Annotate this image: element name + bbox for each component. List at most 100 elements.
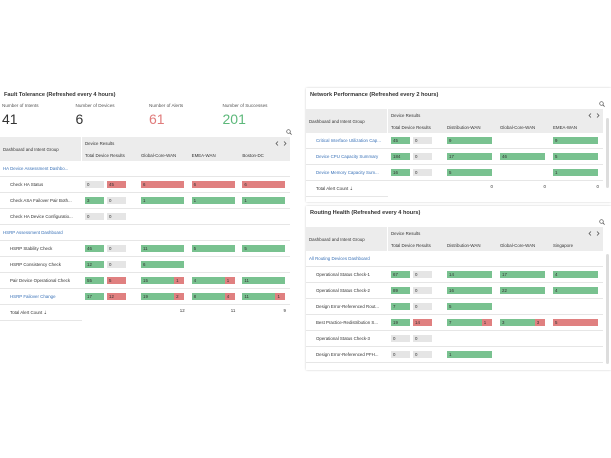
success-segment[interactable]: 8 (191, 293, 225, 300)
result-bar: 19 2 (141, 293, 184, 300)
intent-label[interactable]: Device Memory Capacity Sum... (306, 165, 388, 181)
alert-segment[interactable]: 1 (275, 293, 286, 300)
alert-count[interactable]: 0 (107, 261, 126, 268)
stat-label: Number of Alerts (149, 103, 184, 108)
success-segment[interactable]: 15 (141, 277, 175, 284)
success-segment[interactable]: 14 (447, 271, 492, 278)
alert-count[interactable]: 0 (413, 303, 432, 310)
intent-label[interactable]: HSRP Failover Change (0, 289, 82, 305)
success-segment[interactable]: 11 (141, 245, 184, 252)
alert-segment[interactable]: 1 (224, 277, 235, 284)
success-count[interactable]: 55 (85, 277, 104, 284)
stat-value: 61 (149, 111, 165, 127)
search-icon[interactable] (286, 129, 292, 135)
alert-count[interactable]: 12 (107, 293, 126, 300)
alert-count[interactable]: 0 (413, 169, 432, 176)
alert-segment[interactable]: 6 (191, 181, 235, 188)
alert-count[interactable]: 0 (413, 335, 432, 342)
success-segment[interactable]: 9 (553, 137, 598, 144)
success-segment[interactable]: 17 (500, 271, 545, 278)
result-cell: 9 (550, 133, 603, 149)
search-icon[interactable] (599, 101, 605, 107)
success-segment[interactable]: 9 (447, 137, 492, 144)
scrollbar[interactable] (606, 254, 609, 364)
alert-count[interactable]: 45 (107, 181, 126, 188)
success-segment[interactable]: 4 (191, 277, 225, 284)
alert-segment[interactable]: 5 (553, 319, 598, 326)
result-cell: 5 (239, 241, 290, 257)
success-segment[interactable]: 19 (141, 293, 175, 300)
success-segment[interactable]: 5 (191, 245, 235, 252)
success-count[interactable]: 12 (85, 261, 104, 268)
intent-label[interactable]: Critical Interface Utilization Cap... (306, 133, 388, 149)
success-count[interactable]: 0 (85, 213, 104, 220)
success-segment[interactable]: 1 (141, 197, 184, 204)
success-count[interactable]: 0 (391, 335, 410, 342)
success-segment[interactable]: 16 (447, 287, 492, 294)
alert-segment[interactable]: 3 (534, 319, 545, 326)
group-row[interactable]: HSRP Assessment Dashboard (0, 225, 290, 241)
alert-count[interactable]: 0 (107, 197, 126, 204)
success-count[interactable]: 184 (391, 153, 410, 160)
success-segment[interactable]: 5 (447, 303, 492, 310)
alert-segment[interactable]: 1 (174, 277, 184, 284)
success-count[interactable]: 0 (85, 181, 104, 188)
success-count[interactable]: 67 (391, 271, 410, 278)
success-count[interactable]: 45 (391, 137, 410, 144)
alert-count[interactable]: 0 (107, 245, 126, 252)
intent-label[interactable]: Device CPU Capacity Summary (306, 149, 388, 165)
success-count[interactable]: 0 (391, 351, 410, 358)
alert-segment[interactable]: 4 (224, 293, 235, 300)
alert-segment[interactable]: 6 (242, 181, 286, 188)
success-segment[interactable]: 6 (141, 261, 184, 268)
stat-value: 6 (75, 111, 84, 127)
group-row[interactable]: HA Device Assessment Dashbo... (0, 161, 290, 177)
alert-count[interactable]: 0 (413, 287, 432, 294)
success-segment[interactable]: 11 (242, 293, 276, 300)
alert-count[interactable]: 14 (413, 319, 432, 326)
search-icon[interactable] (599, 219, 605, 225)
table: Dashboard and Intent Group Device Results… (306, 227, 603, 363)
result-cell (138, 209, 189, 225)
success-segment[interactable]: 11 (242, 277, 286, 284)
success-segment[interactable]: 22 (500, 287, 545, 294)
success-segment[interactable]: 5 (242, 245, 286, 252)
alert-count[interactable]: 0 (413, 351, 432, 358)
success-segment[interactable]: 5 (447, 169, 492, 176)
alert-count[interactable]: 0 (413, 153, 432, 160)
success-segment[interactable]: 4 (553, 271, 598, 278)
success-segment[interactable]: 1 (553, 169, 598, 176)
success-segment[interactable]: 17 (447, 153, 492, 160)
success-count[interactable]: 19 (391, 319, 410, 326)
page-arrows[interactable] (588, 112, 600, 118)
alert-segment[interactable]: 6 (141, 181, 184, 188)
success-segment[interactable]: 46 (500, 153, 545, 160)
success-segment[interactable]: 1 (242, 197, 286, 204)
page-arrows[interactable] (588, 230, 600, 236)
result-cell (497, 299, 550, 315)
success-count[interactable]: 89 (391, 287, 410, 294)
alert-segment[interactable]: 2 (174, 293, 184, 300)
success-segment[interactable]: 5 (553, 153, 598, 160)
success-segment[interactable]: 1 (191, 197, 235, 204)
alert-count[interactable]: 0 (413, 271, 432, 278)
group-row[interactable]: All Routing Devices Dashboard (306, 251, 603, 267)
success-count[interactable]: 3 (85, 197, 104, 204)
success-segment[interactable]: 7 (447, 319, 482, 326)
success-segment[interactable]: 1 (447, 351, 492, 358)
alert-segment[interactable]: 1 (481, 319, 492, 326)
page-arrows[interactable] (275, 140, 287, 146)
alert-count[interactable]: 5 (107, 277, 126, 284)
success-segment[interactable]: 3 (500, 319, 535, 326)
success-count[interactable]: 46 (85, 245, 104, 252)
success-count[interactable]: 7 (391, 303, 410, 310)
total-cell: 184 0 (388, 149, 444, 165)
success-segment[interactable]: 4 (553, 287, 598, 294)
alert-count[interactable]: 0 (107, 213, 126, 220)
alert-count[interactable]: 0 (413, 137, 432, 144)
success-count[interactable]: 17 (85, 293, 104, 300)
result-bar: 1 (191, 197, 235, 204)
scrollbar[interactable] (606, 118, 609, 188)
success-count[interactable]: 16 (391, 169, 410, 176)
